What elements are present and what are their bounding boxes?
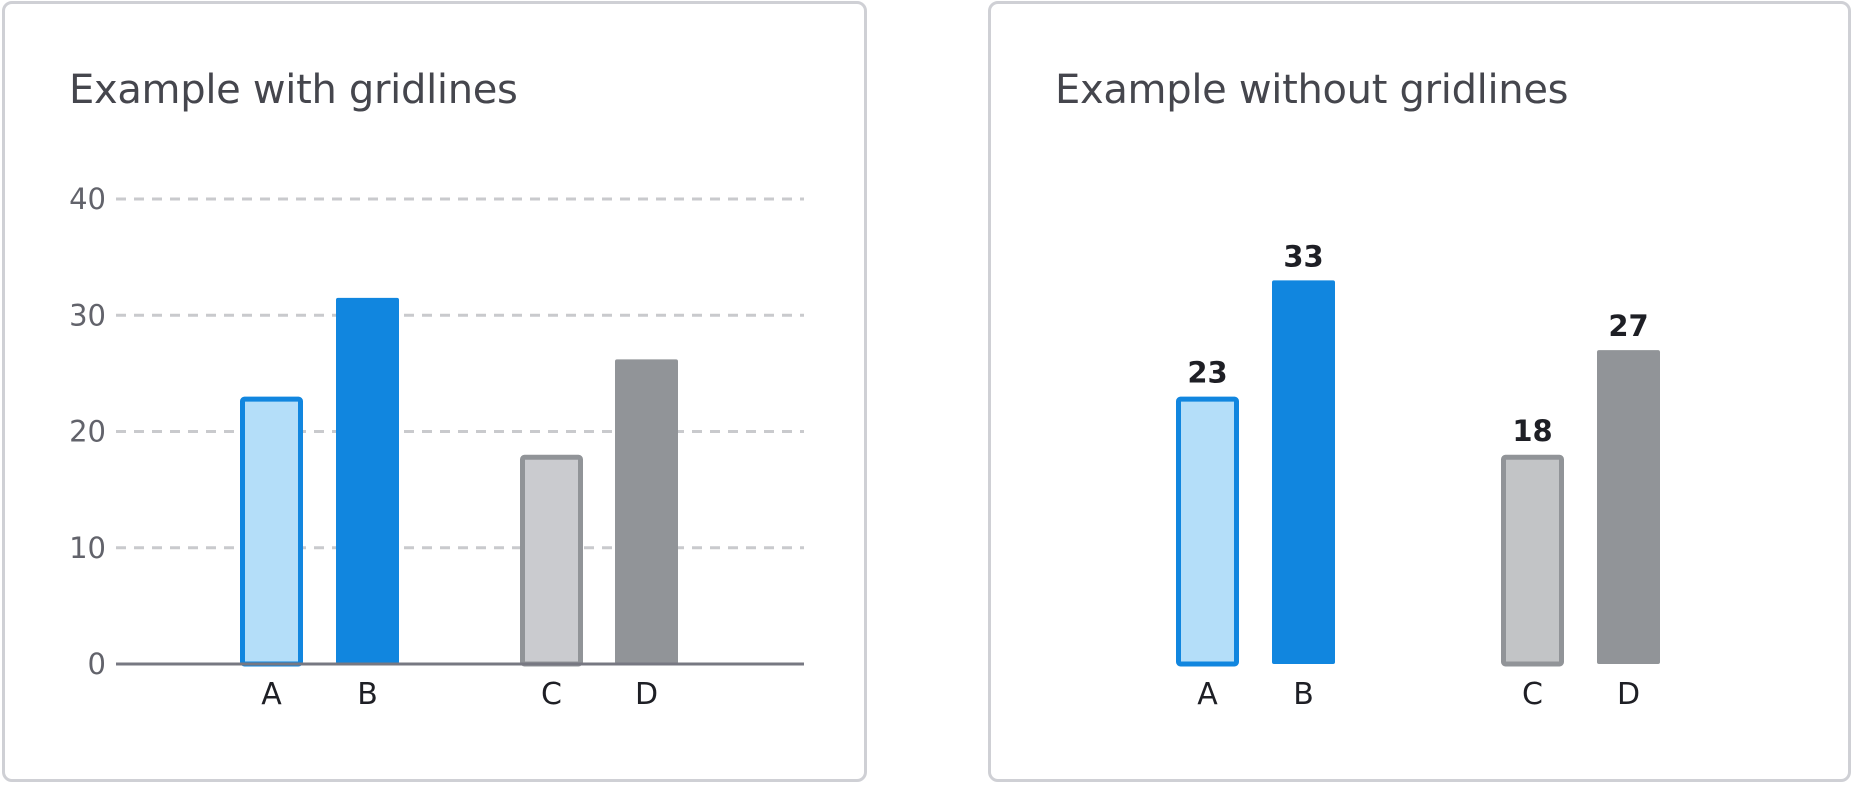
chart-title: Example without gridlines — [1055, 67, 1569, 113]
bar-c — [1501, 454, 1564, 667]
bar-d — [615, 359, 678, 664]
x-tick-label-a: A — [261, 677, 282, 712]
x-tick-label-d: D — [1617, 677, 1640, 712]
bar-a — [1176, 396, 1239, 667]
chart-card-with-gridlines: Example with gridlines — [2, 1, 867, 782]
data-label-c: 18 — [1512, 414, 1552, 448]
chart-title: Example with gridlines — [69, 67, 518, 113]
bar-b — [336, 297, 399, 664]
y-tick-label: 0 — [88, 647, 106, 681]
x-tick-label-a: A — [1197, 677, 1218, 712]
x-tick-label-c: C — [1522, 677, 1543, 712]
data-label-b: 33 — [1283, 239, 1323, 273]
data-label-d: 27 — [1608, 309, 1648, 343]
x-tick-label-c: C — [541, 677, 562, 712]
y-tick-label: 10 — [69, 531, 106, 565]
x-tick-label-b: B — [357, 677, 378, 712]
chart-card-without-gridlines: Example without gridlines — [988, 1, 1851, 782]
y-tick-label: 30 — [69, 298, 106, 332]
bar-d — [1597, 350, 1660, 664]
y-tick-label: 20 — [69, 415, 106, 449]
x-tick-label-d: D — [635, 677, 658, 712]
bar-b — [1272, 280, 1335, 664]
x-tick-label-b: B — [1293, 677, 1314, 712]
y-tick-label: 40 — [69, 182, 106, 216]
data-label-a: 23 — [1187, 356, 1227, 390]
